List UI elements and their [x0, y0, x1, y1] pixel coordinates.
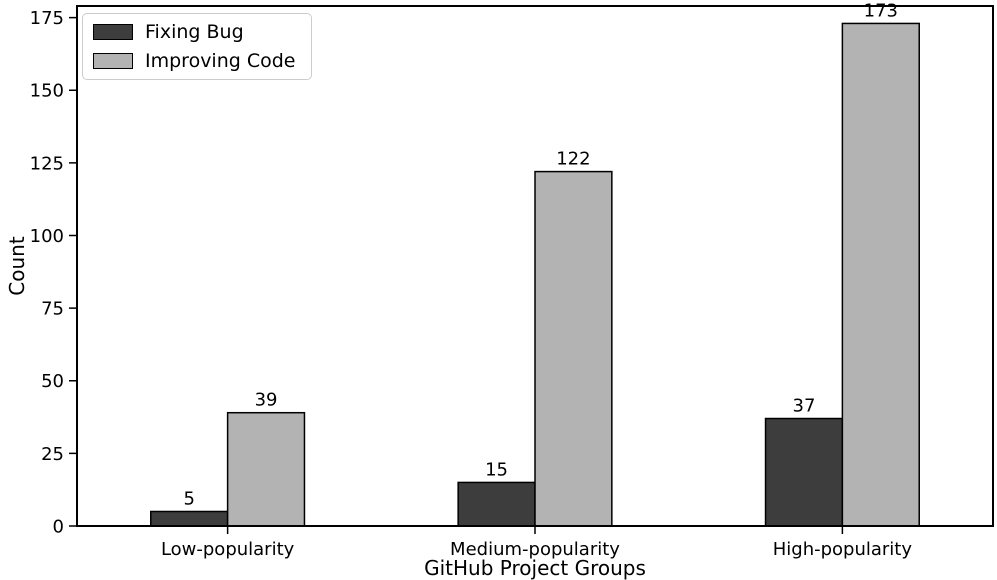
legend-label-fixing-bug: Fixing Bug	[145, 21, 244, 43]
legend-item-improving-code: Improving Code	[93, 50, 296, 72]
legend-swatch-improving-code	[93, 53, 133, 69]
bar-fixing-bug-low-popularity	[150, 510, 229, 527]
y-tick-label: 50	[41, 371, 64, 392]
y-tick-label: 75	[41, 299, 64, 320]
x-axis-title: GitHub Project Groups	[424, 556, 646, 580]
bar-value-label-fixing-bug-low-popularity: 5	[183, 488, 194, 509]
y-tick-label: 175	[30, 8, 64, 29]
x-tick-label-low-popularity: Low-popularity	[161, 539, 295, 560]
y-axis-title: Count	[5, 236, 29, 296]
plot-border	[76, 5, 994, 527]
legend: Fixing Bug Improving Code	[82, 13, 312, 80]
legend-item-fixing-bug: Fixing Bug	[93, 21, 296, 43]
bar-improving-code-medium-popularity	[534, 170, 613, 527]
bar-fixing-bug-high-popularity	[764, 417, 844, 527]
legend-label-improving-code: Improving Code	[145, 50, 296, 72]
bar-value-label-improving-code-medium-popularity: 122	[556, 149, 590, 170]
bar-improving-code-high-popularity	[841, 22, 920, 527]
y-tick-label: 150	[30, 81, 64, 102]
x-tick-label-high-popularity: High-popularity	[773, 539, 913, 560]
bar-improving-code-low-popularity	[226, 411, 306, 527]
bar-value-label-fixing-bug-high-popularity: 37	[793, 396, 816, 417]
y-tick-label: 125	[30, 153, 64, 174]
bar-value-label-fixing-bug-medium-popularity: 15	[485, 459, 508, 480]
legend-swatch-fixing-bug	[93, 24, 133, 40]
y-tick-label: 100	[30, 226, 64, 247]
bar-fixing-bug-medium-popularity	[457, 481, 536, 527]
y-tick-label: 0	[53, 516, 64, 537]
bar-value-label-improving-code-high-popularity: 173	[864, 0, 898, 21]
x-tick-label-medium-popularity: Medium-popularity	[450, 539, 620, 560]
y-tick-label: 25	[41, 444, 64, 465]
bar-value-label-improving-code-low-popularity: 39	[255, 390, 278, 411]
